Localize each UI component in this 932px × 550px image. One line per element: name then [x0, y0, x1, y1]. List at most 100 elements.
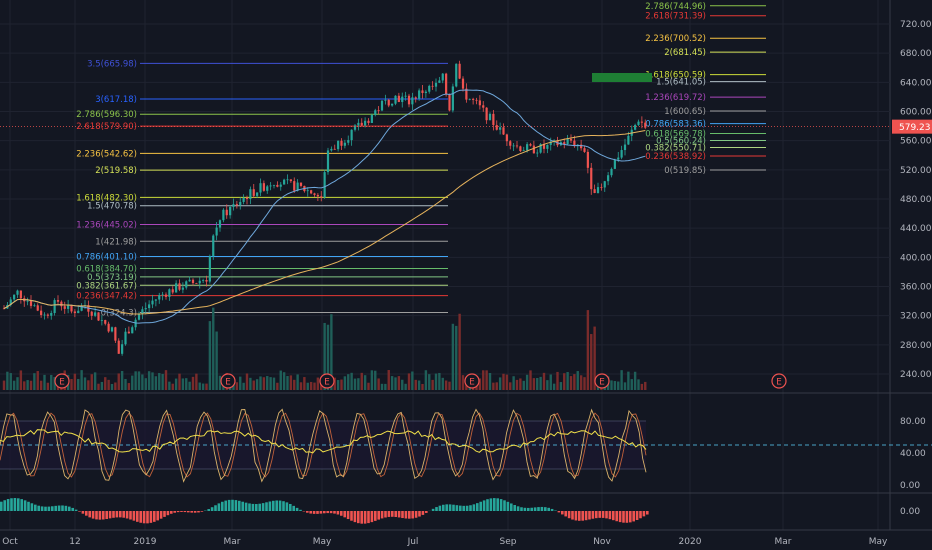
histogram-bar [74, 509, 78, 511]
candle-body [519, 146, 522, 152]
volume-bar [390, 376, 394, 390]
histogram-bar [261, 503, 265, 511]
histogram-bar [142, 511, 146, 524]
volume-bar [83, 377, 87, 390]
volume-bar [141, 374, 144, 390]
time-tick-label: 2019 [134, 537, 157, 547]
histogram-bar [489, 498, 493, 511]
candle-body [313, 193, 316, 195]
volume-bar [316, 377, 320, 390]
volume-bar [124, 378, 127, 390]
volume-bar [367, 382, 370, 390]
volume-bar [259, 376, 262, 390]
candle-body [229, 206, 232, 216]
candle-body [623, 144, 627, 151]
histogram-bar [238, 500, 241, 511]
volume-bar [70, 378, 73, 390]
volume-bar [262, 377, 266, 390]
histogram-bar [601, 511, 605, 518]
volume-bar [181, 378, 185, 390]
candle-body [590, 167, 593, 190]
histogram-bar [462, 505, 465, 511]
histogram-bar [615, 511, 618, 522]
candle-body [283, 179, 286, 185]
candle-body [141, 309, 144, 314]
histogram-bar [336, 511, 340, 515]
histogram-bar [248, 503, 251, 511]
candle-body [360, 122, 363, 126]
histogram-bar [516, 506, 520, 511]
price-tick-label: 240.00 [900, 370, 932, 380]
volume-bar [627, 371, 630, 390]
histogram-bar [272, 500, 275, 511]
volume-bar [434, 373, 438, 390]
candle-body [266, 186, 269, 191]
candle-body [110, 327, 114, 332]
volume-bar [563, 373, 566, 390]
volume-bar [154, 376, 158, 390]
candle-body [451, 86, 454, 111]
histogram-bar [493, 498, 496, 511]
volume-bar [488, 372, 492, 390]
histogram-bar [635, 511, 639, 520]
candle-body [144, 308, 147, 310]
time-tick-label: Jul [407, 537, 419, 547]
histogram-bar [57, 505, 61, 511]
candle-body [478, 100, 481, 106]
volume-bar [245, 373, 249, 390]
candle-body [532, 145, 535, 154]
volume-bar [421, 383, 424, 390]
candle-body [293, 181, 296, 191]
histogram-bar [132, 511, 136, 521]
candle-body [40, 310, 43, 316]
histogram-bar [520, 507, 523, 511]
candle-body [242, 197, 245, 202]
histogram-bar [193, 511, 197, 513]
candle-body [262, 183, 265, 191]
histogram-bar [537, 507, 540, 511]
histogram-bar [370, 511, 374, 523]
candle-body [326, 150, 330, 173]
histogram-bar [265, 502, 268, 511]
histogram-bar [343, 511, 346, 518]
histogram-bar [255, 504, 258, 511]
volume-bar [448, 381, 451, 390]
earnings-marker [220, 373, 236, 389]
volume-bar [293, 379, 296, 390]
volume-bar [201, 383, 205, 390]
histogram-bar [404, 511, 408, 519]
volume-bar [404, 383, 407, 390]
candle-body [53, 300, 56, 313]
candle-body [104, 320, 107, 324]
volume-bar [33, 373, 36, 390]
volume-bar [303, 377, 306, 390]
volume-bar [576, 371, 579, 390]
candle-body [320, 196, 323, 198]
fib-label: 0.236(538.92) [645, 152, 706, 162]
histogram-bar [170, 511, 173, 514]
earnings-marker-label: E [599, 378, 605, 388]
candle-body [404, 95, 407, 97]
candle-body [171, 289, 174, 293]
candle-body [323, 172, 326, 198]
candle-body [509, 141, 512, 146]
candle-body [289, 179, 292, 182]
candle-body [73, 311, 76, 314]
earnings-marker [771, 373, 787, 389]
volume-bar [569, 376, 573, 390]
candle-body [13, 294, 16, 300]
fib-label: 3(617.18) [95, 95, 137, 105]
candle-body [330, 148, 333, 151]
fib-levels-left: 3.5(665.98) 3(617.18) 2.786(596.30) 2.618(5… [76, 59, 448, 319]
histogram-bar [51, 506, 54, 511]
histogram-bar [544, 507, 547, 511]
fib-label: 0.382(550.71) [645, 143, 706, 153]
histogram-bar [550, 508, 554, 511]
candle-body [421, 90, 424, 94]
volume-bar [276, 382, 279, 390]
volume-bar [610, 380, 613, 390]
histogram-bar [455, 505, 459, 511]
candle-body [56, 300, 60, 302]
volume-bar [630, 379, 633, 390]
